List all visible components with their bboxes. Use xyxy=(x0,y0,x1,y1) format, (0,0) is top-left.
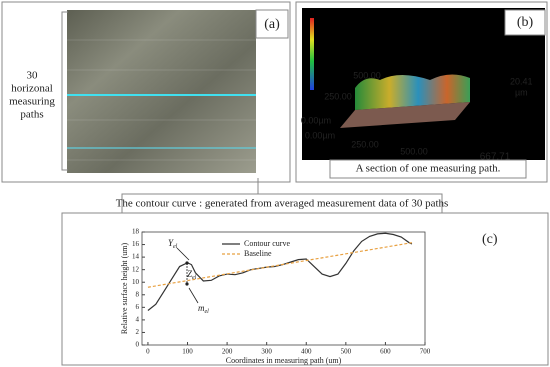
panel-c-frame xyxy=(61,212,549,366)
y-tick-label: 14 xyxy=(132,253,140,261)
caption-box xyxy=(329,159,527,179)
x-tick-label: 300 xyxy=(261,348,272,356)
annotation: mel xyxy=(198,303,209,315)
annotation-sub: el xyxy=(205,309,210,315)
x-tick-label: 0 xyxy=(146,348,150,356)
micrograph xyxy=(67,10,256,173)
point xyxy=(185,261,189,265)
y-tick-label: 18 xyxy=(132,228,140,236)
axis-label: 0.00µm xyxy=(301,115,331,125)
annotation-main: Z xyxy=(187,269,193,279)
x-tick-label: 700 xyxy=(420,348,431,356)
note-line: measuring xyxy=(9,96,55,108)
y-tick-label: 10 xyxy=(132,278,140,286)
surface xyxy=(355,74,470,110)
axis-label: 667.71 xyxy=(480,152,511,163)
legend-label: Baseline xyxy=(244,249,272,258)
point xyxy=(185,282,189,286)
axis-label: 0.00µm xyxy=(305,130,335,140)
note-line: horizonal xyxy=(11,83,53,95)
label-box xyxy=(504,9,546,36)
label-box xyxy=(255,9,289,39)
scale-unit: µm xyxy=(515,87,528,97)
legend-label: Contour curve xyxy=(244,239,290,248)
axis-label: 250.00 xyxy=(351,139,379,149)
y-tick-label: 16 xyxy=(132,240,140,248)
arrow xyxy=(176,247,190,261)
axis-label: 500.00 xyxy=(353,70,381,80)
x-tick-label: 100 xyxy=(182,348,193,356)
x-tick-label: 200 xyxy=(222,348,233,356)
panel-label: (c) xyxy=(482,232,498,247)
surface-base xyxy=(340,102,470,128)
callout: The contour curve : generated from avera… xyxy=(116,198,449,210)
y-tick-label: 4 xyxy=(136,315,140,323)
x-tick-label: 400 xyxy=(301,348,312,356)
color-bar xyxy=(310,18,314,90)
y-tick-label: 8 xyxy=(136,290,140,298)
y-tick-label: 2 xyxy=(136,328,140,336)
bracket xyxy=(61,11,68,171)
scale-max: 20.41 xyxy=(510,76,533,86)
annotation-main: m xyxy=(198,303,205,313)
axis-label: 250.00 xyxy=(324,91,352,101)
texture xyxy=(67,39,256,161)
x-axis-label: Coordinates in measuring path (um) xyxy=(226,356,342,365)
annotation: Yel xyxy=(168,238,178,250)
arrow xyxy=(188,287,199,304)
annotation-sub: el xyxy=(173,244,178,250)
x-tick-label: 600 xyxy=(380,348,391,356)
panel-label: (a) xyxy=(264,17,280,32)
plot-area xyxy=(141,231,426,346)
x-tick-label: 500 xyxy=(341,348,352,356)
note-line: paths xyxy=(20,109,43,121)
note-line: 30 xyxy=(27,70,39,82)
panel-label: (b) xyxy=(517,15,534,30)
y-tick-label: 6 xyxy=(136,303,140,311)
y-axis-label: Relative surface height (um) xyxy=(120,243,129,335)
y-tick-label: 0 xyxy=(136,341,140,349)
annotation-main: Y xyxy=(168,238,174,248)
annotation-sub: el xyxy=(192,275,197,281)
axis-label: 500.00 xyxy=(400,146,428,156)
y-tick-label: 12 xyxy=(132,265,140,273)
caption: A section of one measuring path. xyxy=(356,163,501,175)
chart: 0 2 4 6 8 10 12 14 16 18 0 100 200 300 400 500 600 700 Coo… xyxy=(120,228,498,365)
annotation: Zel xyxy=(187,269,197,281)
